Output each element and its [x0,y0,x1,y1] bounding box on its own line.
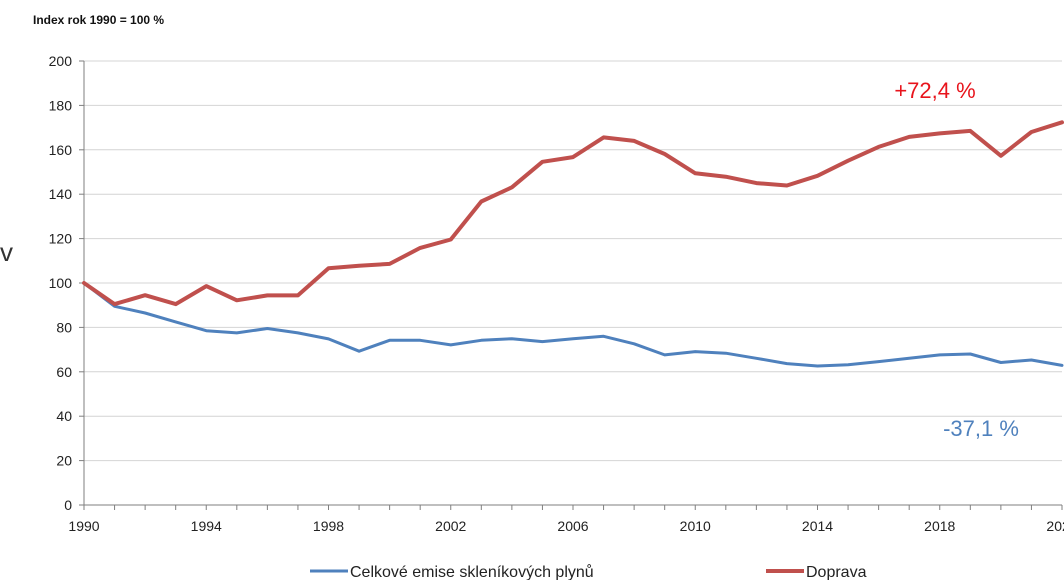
data-point-s0-1994 [205,329,208,332]
y-tick-label-140: 140 [49,186,73,202]
data-point-s0-2015 [846,363,850,366]
data-point-s0-2000 [388,339,391,342]
data-point-s0-1999 [357,349,361,353]
data-point-s0-2012 [755,357,758,360]
data-point-s1-2015 [846,159,850,162]
data-point-s1-2011 [724,175,728,178]
data-point-s1-1997 [296,294,300,297]
annotation-total-change: -37,1 % [943,416,1019,441]
y-tick-label-160: 160 [49,142,73,158]
data-point-s0-1995 [235,331,239,335]
x-tick-label-1998: 1998 [313,518,344,534]
data-point-s0-1992 [143,311,147,315]
data-point-s1-1998 [327,267,330,270]
data-point-s1-2002 [449,238,452,241]
y-tick-label-40: 40 [56,408,72,424]
x-tick-label-2006: 2006 [557,518,588,534]
data-point-s1-2007 [602,136,605,139]
data-point-s0-2003 [480,339,483,342]
data-point-s0-2019 [969,352,972,356]
data-point-s0-2008 [632,342,636,346]
x-tick-label-2010: 2010 [680,518,711,534]
data-point-s1-2019 [969,129,972,133]
data-point-s1-2008 [632,139,636,143]
y-tick-label-80: 80 [56,319,72,335]
data-point-s1-2004 [510,186,514,189]
y-tick-labels: 0 20 40 60 80 100 120 140 160 180 200 [49,53,73,513]
data-point-s0-2002 [449,343,452,347]
y-tick-label-200: 200 [49,53,73,69]
data-point-s0-2007 [602,335,605,338]
data-point-s1-1994 [205,284,208,288]
x-tick-label-1994: 1994 [191,518,222,534]
data-point-s1-1996 [266,294,269,297]
data-point-s1-1991 [113,302,116,306]
series-lines [82,120,1064,368]
data-point-s0-2005 [541,340,544,343]
data-point-s0-2014 [816,364,819,368]
x-tick-label-2022: 2022 [1046,518,1064,534]
data-point-s1-1993 [174,302,177,306]
data-point-s0-2013 [785,362,789,365]
data-point-s1-2013 [785,184,789,187]
data-point-s1-2005 [541,160,544,163]
data-point-s1-2010 [694,172,697,175]
data-point-s1-2006 [571,155,575,159]
data-point-s0-2017 [907,357,911,360]
data-point-s0-2020 [999,361,1003,364]
x-tick-label-1990: 1990 [68,518,99,534]
gridlines [84,60,1062,506]
data-point-s1-2022 [1060,121,1064,124]
data-point-s1-2001 [418,246,422,250]
axes [79,60,1063,510]
data-point-s1-2009 [663,152,666,156]
data-point-s0-2004 [510,337,514,340]
x-tick-label-2002: 2002 [435,518,466,534]
data-point-s1-1992 [143,294,147,297]
data-point-s1-2020 [999,154,1003,157]
data-point-s0-1996 [266,327,269,330]
annotations: +72,4 % -37,1 % [894,78,1019,441]
data-point-s0-2022 [1060,364,1064,367]
data-point-s1-1990 [82,281,86,285]
data-point-s1-2012 [755,181,758,185]
data-point-s1-2017 [907,135,911,139]
data-point-s0-2018 [938,353,941,357]
legend: Celkové emise skleníkových plynů Doprava [310,563,867,580]
y-tick-label-0: 0 [64,497,72,513]
data-point-s0-2016 [877,360,880,363]
y-tick-label-100: 100 [49,275,73,291]
data-point-s0-2009 [663,353,666,357]
data-point-s0-2021 [1030,358,1033,362]
y-tick-label-180: 180 [49,97,73,113]
x-tick-label-2014: 2014 [802,518,833,534]
data-point-s0-1998 [327,337,330,341]
y-tick-label-60: 60 [56,364,72,380]
data-point-s0-2001 [418,339,422,342]
data-point-s0-2006 [571,337,575,340]
y-tick-label-20: 20 [56,453,72,469]
cropped-edge-glyph: v [0,237,13,267]
data-point-s0-2010 [694,350,697,353]
data-point-s0-1993 [174,320,177,324]
data-point-s0-2011 [724,351,728,355]
data-point-s0-1997 [296,331,300,335]
annotation-doprava-change: +72,4 % [894,78,975,103]
y-tick-label-120: 120 [49,231,73,247]
legend-label-total: Celkové emise skleníkových plynů [350,563,594,580]
data-point-s1-2014 [816,174,819,177]
legend-label-doprava: Doprava [806,564,867,580]
data-point-s1-1999 [357,264,361,267]
y-axis-title: Index rok 1990 = 100 % [33,13,164,27]
data-point-s1-1995 [235,299,239,302]
data-point-s1-2000 [388,262,391,266]
data-point-s1-2018 [938,132,941,135]
data-point-s1-2021 [1030,130,1033,134]
x-tick-label-2018: 2018 [924,518,955,534]
x-tick-labels: 1990 1994 1998 2002 2006 2010 2014 2018 2022 [68,518,1064,534]
data-point-s1-2003 [480,200,483,203]
data-point-s1-2016 [877,145,880,149]
